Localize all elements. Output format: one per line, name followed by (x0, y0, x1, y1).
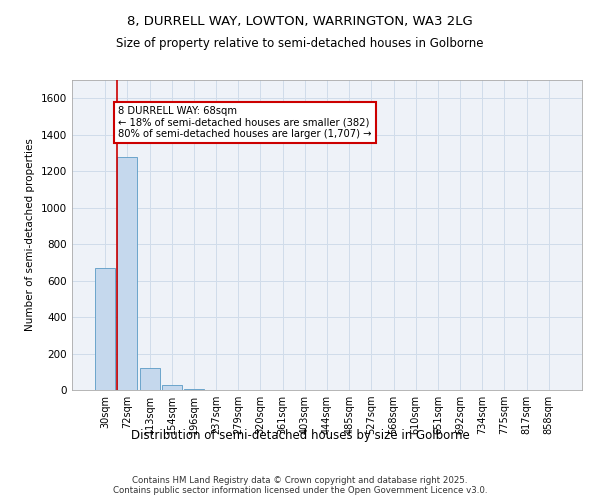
Text: Distribution of semi-detached houses by size in Golborne: Distribution of semi-detached houses by … (131, 428, 469, 442)
Bar (95, 268, 115, 390)
Text: Size of property relative to semi-detached houses in Golborne: Size of property relative to semi-detach… (116, 38, 484, 51)
Bar (140, 368, 160, 390)
Text: Contains HM Land Registry data © Crown copyright and database right 2025.
Contai: Contains HM Land Registry data © Crown c… (113, 476, 487, 495)
Y-axis label: Number of semi-detached properties: Number of semi-detached properties (25, 138, 35, 332)
Text: 8, DURRELL WAY, LOWTON, WARRINGTON, WA3 2LG: 8, DURRELL WAY, LOWTON, WARRINGTON, WA3 … (127, 15, 473, 28)
Bar (162, 384, 182, 390)
Text: 8 DURRELL WAY: 68sqm
← 18% of semi-detached houses are smaller (382)
80% of semi: 8 DURRELL WAY: 68sqm ← 18% of semi-detac… (118, 106, 371, 138)
Bar (184, 388, 204, 390)
Bar (118, 156, 137, 390)
